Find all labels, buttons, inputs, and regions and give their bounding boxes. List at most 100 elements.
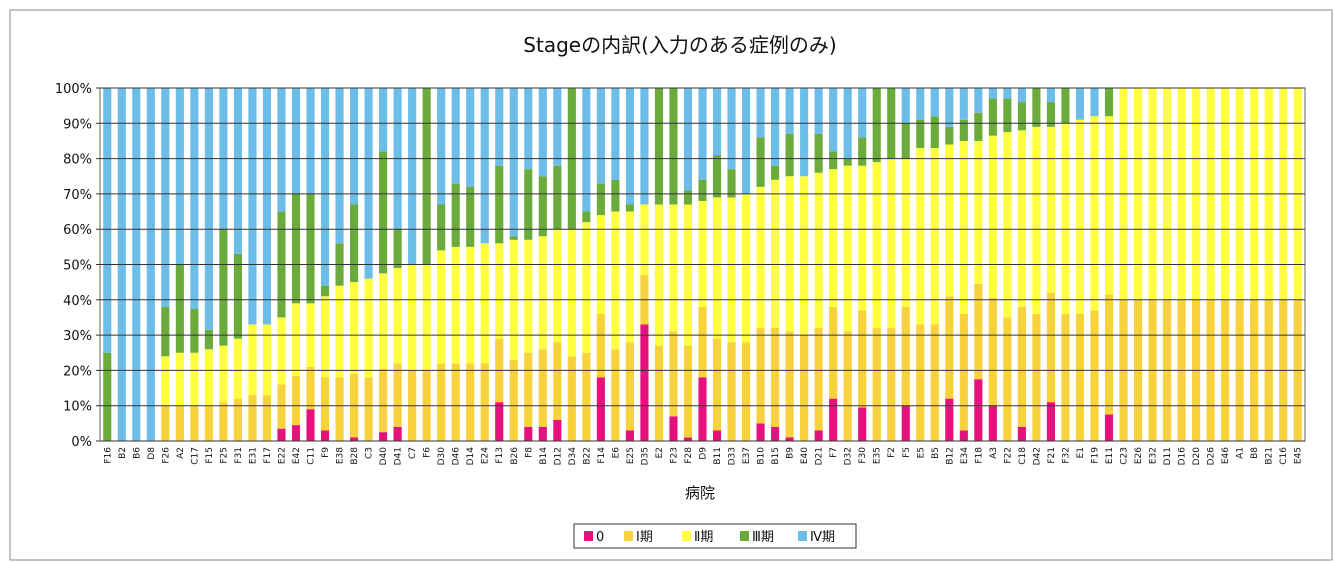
bar-segment	[364, 377, 373, 441]
bar-segment	[364, 278, 373, 378]
x-tick-label: D33	[728, 447, 738, 465]
bar-segment	[611, 349, 620, 441]
bar-segment	[800, 176, 809, 336]
bar-segment	[756, 186, 765, 329]
x-tick-label: E45	[1294, 447, 1304, 464]
bar-segment	[1046, 292, 1055, 403]
x-tick-label: C18	[1018, 447, 1028, 465]
x-tick-label: D46	[452, 447, 462, 466]
y-tick-label: 100%	[55, 82, 92, 97]
bar-segment	[814, 328, 823, 431]
x-tick-label: C23	[1120, 447, 1130, 465]
bar-segment	[698, 200, 707, 307]
bar-segment	[451, 183, 460, 247]
bar-segment	[829, 151, 838, 170]
bar-segment	[974, 140, 983, 284]
bar-segment	[379, 432, 388, 441]
x-tick-label: E34	[960, 447, 970, 464]
bar-segment	[161, 405, 170, 441]
bar-segment	[654, 88, 664, 205]
bar-segment	[335, 285, 344, 378]
bar-segment	[916, 324, 925, 441]
y-tick-label: 60%	[63, 223, 92, 238]
x-tick-label: E37	[742, 447, 752, 464]
bar-segment	[248, 395, 257, 441]
x-tick-label: B12	[945, 447, 955, 465]
x-tick-label: F9	[321, 447, 331, 458]
x-tick-label: E46	[1221, 447, 1231, 464]
bar-segment	[814, 430, 823, 441]
bar-segment	[1075, 313, 1085, 441]
bar-segment	[320, 296, 330, 378]
x-tick-label: C3	[365, 447, 375, 459]
bar-segment	[437, 204, 446, 251]
y-tick-label: 30%	[63, 329, 92, 344]
x-tick-label: D8	[147, 447, 157, 460]
bar-segment	[277, 317, 286, 385]
bar-segment	[901, 88, 910, 124]
x-tick-label: E38	[336, 447, 346, 464]
bar-segment	[901, 306, 910, 406]
x-tick-label: D42	[1032, 447, 1042, 465]
bar-segment	[771, 426, 780, 441]
bar-segment	[712, 88, 722, 156]
bar-segment	[611, 88, 620, 180]
bar-segment	[640, 204, 649, 276]
bar-segment	[553, 165, 562, 230]
bar-segment	[451, 88, 460, 184]
bar-segment	[683, 190, 693, 205]
bar-segment	[843, 165, 852, 332]
bar-segment	[1032, 126, 1041, 314]
bar-segment	[640, 88, 649, 205]
bar-segment	[350, 437, 359, 441]
x-tick-label: E1	[1076, 447, 1086, 458]
bar-segment	[350, 88, 359, 205]
bar-segment	[1046, 402, 1055, 441]
bar-segment	[596, 88, 605, 184]
bar-segment	[959, 88, 968, 120]
bar-segment	[683, 88, 693, 191]
bar-segment	[466, 246, 475, 364]
bar-segment	[480, 243, 489, 364]
y-tick-label: 90%	[63, 117, 92, 132]
bar-segment	[669, 416, 678, 441]
bar-segment	[480, 363, 489, 441]
bar-segment	[1090, 116, 1099, 311]
bar-segment	[103, 88, 112, 353]
bar-segment	[901, 123, 910, 159]
bar-segment	[916, 119, 925, 149]
bar-segment	[248, 324, 257, 396]
bar-segment	[103, 352, 112, 441]
bar-segment	[204, 329, 213, 350]
x-tick-label: D21	[815, 447, 825, 465]
x-tick-label: C17	[190, 447, 200, 465]
bar-segment	[320, 88, 330, 286]
bar-segment	[712, 338, 722, 431]
x-tick-label: C16	[1279, 447, 1289, 465]
legend-label: 0	[596, 530, 604, 545]
bar-segment	[756, 423, 765, 441]
bar-segment	[741, 88, 751, 194]
legend-label: Ⅳ期	[810, 530, 835, 545]
x-tick-label: A3	[989, 447, 999, 459]
bar-segment	[930, 116, 939, 149]
x-tick-label: D34	[568, 447, 578, 466]
bar-segment	[596, 377, 605, 441]
x-tick-label: C7	[408, 447, 418, 459]
bar-segment	[771, 88, 780, 166]
bar-segment	[422, 88, 431, 265]
bar-segment	[872, 88, 881, 163]
x-tick-label: E24	[481, 447, 491, 464]
bar-segment	[175, 88, 184, 265]
bar-segment	[320, 377, 330, 431]
x-tick-label: F16	[103, 447, 113, 464]
x-tick-label: E25	[626, 447, 636, 464]
bar-segment	[625, 430, 634, 441]
bar-segment	[683, 437, 693, 441]
x-tick-label: B15	[771, 447, 781, 465]
bar-segment	[916, 88, 925, 120]
x-tick-label: B26	[510, 447, 520, 465]
legend-swatch	[584, 531, 593, 541]
bar-segment	[712, 197, 722, 339]
bar-segment	[988, 135, 997, 299]
